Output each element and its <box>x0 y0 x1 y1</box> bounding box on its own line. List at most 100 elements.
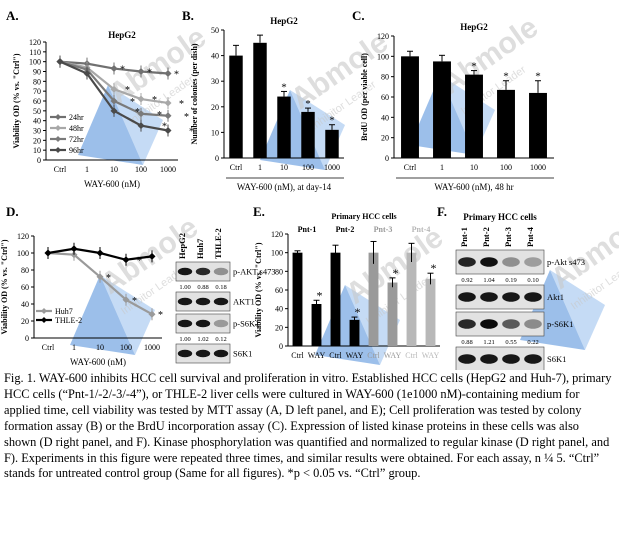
protein-band <box>177 267 193 276</box>
x-tick-label: 1000 <box>530 163 546 172</box>
panel-label-e: E. <box>253 204 265 219</box>
y-tick-label: 0 <box>279 342 283 351</box>
y-tick-label: 20 <box>381 134 389 143</box>
x-tick-label: Ctrl <box>405 351 418 360</box>
y-tick-label: 0 <box>215 154 219 163</box>
panel-label-d: D. <box>6 204 19 219</box>
quant-value: 1.00 <box>179 336 190 343</box>
data-point <box>164 99 172 107</box>
lane-label: Pnt-3 <box>503 227 513 247</box>
y-tick-label: 30 <box>211 77 219 86</box>
significance-star: * <box>317 288 323 302</box>
quant-value: 1.21 <box>483 339 494 346</box>
y-tick-label: 120 <box>377 32 389 41</box>
significance-star: * <box>120 65 125 76</box>
y-tick-label: 40 <box>33 117 41 126</box>
protein-label: AKT1 <box>233 297 255 307</box>
protein-band <box>502 292 520 302</box>
y-tick-label: 80 <box>275 267 283 276</box>
significance-star: * <box>125 85 130 96</box>
quant-value: 1.00 <box>179 284 190 291</box>
lane-label: THLE-2 <box>213 228 223 259</box>
protein-band <box>524 319 542 329</box>
y-axis-title: Number of colonies (per dish) <box>190 43 199 144</box>
x-tick-label: WAY <box>308 351 326 360</box>
legend-marker <box>55 147 61 153</box>
group-label: Pnt-3 <box>374 225 393 234</box>
lane-label: HepG2 <box>177 233 187 259</box>
y-tick-label: 0 <box>385 154 389 163</box>
x-tick-label: WAY <box>346 351 364 360</box>
protein-band <box>524 257 542 267</box>
data-point <box>96 273 104 281</box>
protein-band <box>177 297 193 306</box>
x-tick-label: Ctrl <box>42 343 55 352</box>
y-tick-label: 10 <box>211 128 219 137</box>
data-point <box>96 249 104 257</box>
chart-title: HepG2 <box>270 16 298 26</box>
quant-value: 0.22 <box>527 339 538 346</box>
significance-star: * <box>305 98 311 110</box>
blot-strip <box>455 346 545 370</box>
legend-marker <box>55 136 61 142</box>
western-blot-f: Pnt-1 Pnt-2 Pnt-3 Pnt-4 p-Akt s473 0.92 1.04 0.… <box>455 212 585 370</box>
watermark-triangle <box>78 85 143 165</box>
chart-e-primary-viability: 0 20 40 60 80 100 120 Viability OD (% vs. "Ctrl… <box>254 212 440 360</box>
x-tick-label: 10 <box>110 165 118 174</box>
panel-label-c: C. <box>352 8 365 23</box>
x-tick-label: Ctrl <box>404 163 417 172</box>
data-point <box>44 249 52 257</box>
protein-band <box>480 257 498 267</box>
quant-value: 0.19 <box>505 277 516 284</box>
bar <box>277 96 291 158</box>
chart-d-viability-huh7-thle2: 0 20 40 60 80 100 120 Viability OD (% vs. "Ctrl… <box>0 232 163 367</box>
protein-band <box>213 319 229 328</box>
significance-star: * <box>157 110 162 121</box>
data-point <box>110 65 118 73</box>
x-tick-label: 1000 <box>160 165 176 174</box>
data-point <box>137 110 145 118</box>
x-tick-label: 1 <box>258 163 262 172</box>
significance-star: * <box>535 71 541 83</box>
y-tick-label: 80 <box>381 73 389 82</box>
significance-star: * <box>174 69 179 80</box>
protein-label: p-AKT s473 <box>233 267 276 277</box>
chart-title: HepG2 <box>108 30 136 40</box>
y-tick-label: 110 <box>29 48 41 57</box>
quant-value: 0.92 <box>461 277 472 284</box>
protein-band <box>195 319 211 328</box>
quant-value: 0.55 <box>505 339 516 346</box>
y-tick-label: 60 <box>21 283 29 292</box>
y-tick-label: 0 <box>37 156 41 165</box>
quant-value: 1.04 <box>483 277 495 284</box>
quant-value: 1.02 <box>197 336 208 343</box>
protein-band <box>458 292 476 302</box>
data-point <box>148 310 156 318</box>
y-tick-label: 120 <box>271 230 283 239</box>
y-tick-label: 40 <box>21 300 29 309</box>
protein-band <box>458 319 476 329</box>
protein-label: S6K1 <box>233 349 252 359</box>
legend-label: 24hr <box>69 113 84 122</box>
x-axis-title: WAY-600 (nM) <box>84 179 140 189</box>
watermark-triangle <box>70 275 135 355</box>
legend-label: THLE-2 <box>55 316 82 325</box>
y-axis-title: BrdU OD (per viable cell) <box>360 53 369 141</box>
x-tick-label: 100 <box>302 163 314 172</box>
protein-label: Akt1 <box>547 292 564 302</box>
significance-star: * <box>135 107 140 118</box>
x-axis-title: WAY-600 (nM) <box>70 357 126 367</box>
protein-band <box>524 354 542 364</box>
significance-star: * <box>152 95 157 106</box>
x-tick-label: 1 <box>85 165 89 174</box>
data-point <box>137 122 145 130</box>
x-tick-label: Ctrl <box>54 165 67 174</box>
protein-band <box>195 297 211 306</box>
x-tick-label: 100 <box>120 343 132 352</box>
significance-star: * <box>431 261 437 275</box>
x-tick-label: 1 <box>440 163 444 172</box>
significance-star: * <box>184 112 189 123</box>
data-point <box>110 97 118 105</box>
